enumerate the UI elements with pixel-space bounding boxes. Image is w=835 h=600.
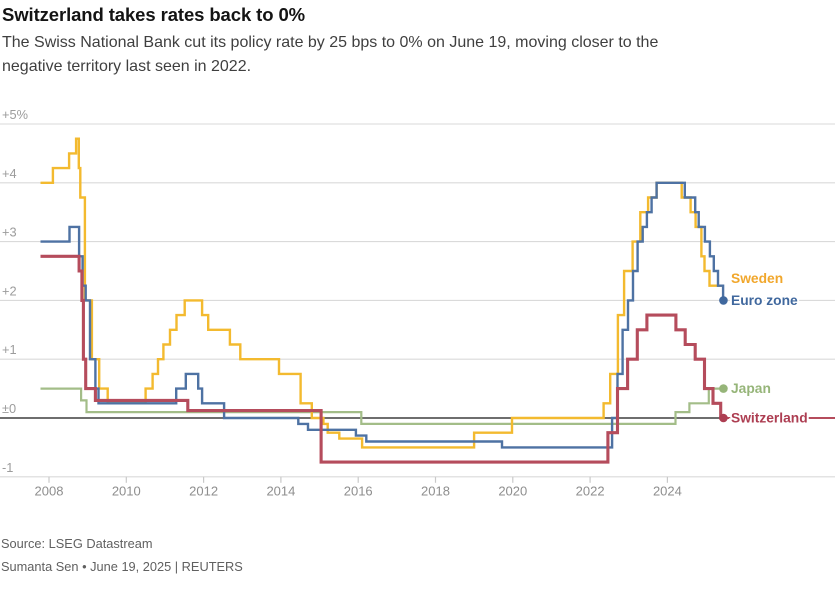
- x-axis-label-2018: 2018: [421, 484, 450, 499]
- x-axis-label-2012: 2012: [189, 484, 218, 499]
- series-label-euro-zone: Euro zone: [731, 293, 798, 308]
- y-axis-label-+4: +4: [2, 166, 17, 181]
- page-title: Switzerland takes rates back to 0%: [2, 4, 306, 25]
- y-axis-label--1: -1: [2, 460, 13, 475]
- series-line-japan: [40, 387, 724, 425]
- series-label-switzerland: Switzerland: [731, 411, 808, 426]
- x-axis-label-2022: 2022: [576, 484, 605, 499]
- series-label-japan: Japan: [731, 381, 771, 396]
- y-axis-label-+5%: +5%: [2, 107, 28, 122]
- y-axis-label-+3: +3: [2, 225, 17, 240]
- end-dot-japan: [719, 384, 728, 393]
- x-axis-label-2014: 2014: [266, 484, 295, 499]
- x-axis-label-2016: 2016: [344, 484, 373, 499]
- y-axis-label-+1: +1: [2, 342, 17, 357]
- y-axis-label-+2: +2: [2, 283, 17, 298]
- x-axis-label-2008: 2008: [35, 484, 64, 499]
- series-label-sweden: Sweden: [731, 271, 783, 286]
- chart-subtitle: The Swiss National Bank cut its policy r…: [2, 34, 659, 75]
- x-axis-label-2024: 2024: [653, 484, 682, 499]
- series-line-switzerland: [40, 254, 724, 464]
- end-dot-euro-zone: [719, 296, 728, 305]
- byline: Sumanta Sen • June 19, 2025 | REUTERS: [1, 559, 243, 574]
- x-axis-label-2020: 2020: [498, 484, 527, 499]
- source-note: Source: LSEG Datastream: [1, 536, 153, 551]
- end-dot-switzerland: [719, 413, 728, 423]
- x-axis-label-2010: 2010: [112, 484, 141, 499]
- y-axis-label-±0: ±0: [2, 401, 16, 416]
